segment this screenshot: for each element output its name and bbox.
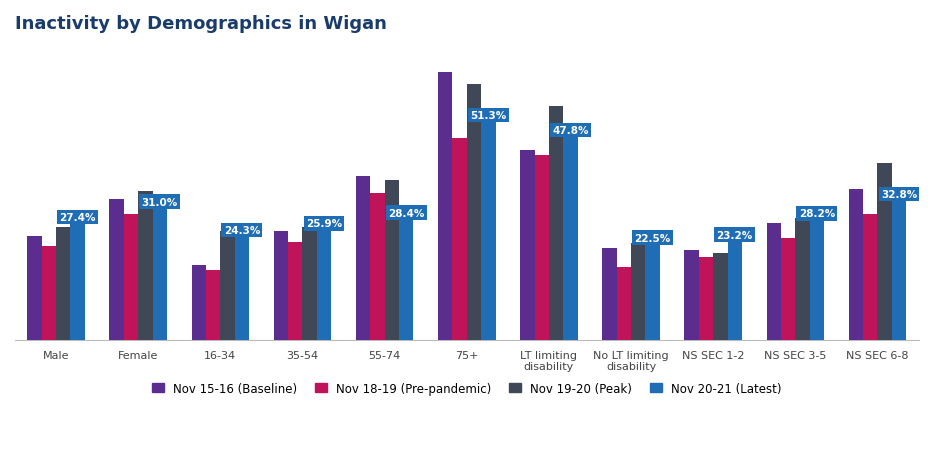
Bar xyxy=(781,238,796,340)
Bar xyxy=(124,215,139,340)
Bar xyxy=(235,237,249,340)
Bar xyxy=(877,164,892,340)
Bar xyxy=(646,245,660,340)
Bar xyxy=(438,73,452,340)
Bar xyxy=(110,200,124,340)
Bar xyxy=(385,181,399,340)
Text: 22.5%: 22.5% xyxy=(635,233,671,243)
Bar xyxy=(356,177,371,340)
Bar xyxy=(70,224,85,340)
Text: 25.9%: 25.9% xyxy=(306,219,343,229)
Text: 51.3%: 51.3% xyxy=(470,111,506,121)
Bar xyxy=(139,191,153,340)
Text: 28.2%: 28.2% xyxy=(798,209,835,219)
Bar xyxy=(399,219,414,340)
Bar xyxy=(796,219,810,340)
Bar xyxy=(548,106,563,340)
Bar xyxy=(317,230,331,340)
Bar xyxy=(42,246,56,340)
Bar xyxy=(467,85,481,340)
Text: Inactivity by Demographics in Wigan: Inactivity by Demographics in Wigan xyxy=(15,15,387,33)
Text: 24.3%: 24.3% xyxy=(224,226,260,235)
Bar xyxy=(863,215,877,340)
Bar xyxy=(288,242,302,340)
Bar xyxy=(192,266,206,340)
Bar xyxy=(713,253,727,340)
Legend: Nov 15-16 (Baseline), Nov 18-19 (Pre-pandemic), Nov 19-20 (Peak), Nov 20-21 (Lat: Nov 15-16 (Baseline), Nov 18-19 (Pre-pan… xyxy=(147,377,786,399)
Bar xyxy=(371,194,385,340)
Text: 31.0%: 31.0% xyxy=(141,197,178,207)
Bar xyxy=(273,232,288,340)
Bar xyxy=(617,268,631,340)
Bar xyxy=(56,228,70,340)
Bar xyxy=(602,249,617,340)
Text: 47.8%: 47.8% xyxy=(552,126,589,136)
Bar xyxy=(684,251,699,340)
Bar xyxy=(206,270,220,340)
Bar xyxy=(563,137,578,340)
Bar xyxy=(153,208,167,340)
Bar xyxy=(892,201,906,340)
Bar xyxy=(534,155,548,340)
Bar xyxy=(220,232,235,340)
Bar xyxy=(481,122,495,340)
Bar xyxy=(849,189,863,340)
Text: 28.4%: 28.4% xyxy=(388,208,424,218)
Bar xyxy=(810,220,824,340)
Text: 23.2%: 23.2% xyxy=(717,230,753,240)
Text: 32.8%: 32.8% xyxy=(881,190,917,200)
Bar xyxy=(520,151,534,340)
Bar xyxy=(767,223,781,340)
Text: 27.4%: 27.4% xyxy=(59,213,95,223)
Bar xyxy=(699,257,713,340)
Bar xyxy=(452,138,467,340)
Bar xyxy=(302,228,317,340)
Bar xyxy=(27,236,42,340)
Bar xyxy=(631,243,646,340)
Bar xyxy=(727,241,742,340)
